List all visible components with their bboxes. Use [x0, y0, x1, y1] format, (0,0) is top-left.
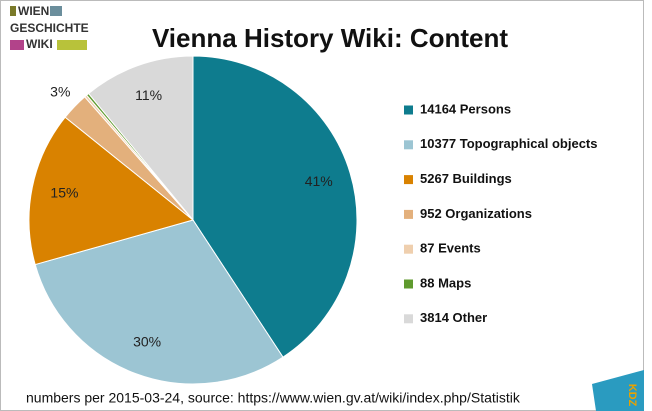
- legend-swatch: [404, 244, 413, 254]
- logo-block: [10, 40, 24, 50]
- legend-label: 87 Events: [420, 241, 481, 256]
- pie-slice: [28, 116, 195, 266]
- legend-swatch: [404, 175, 413, 185]
- logo-text: GESCHICHTE: [10, 21, 89, 35]
- chart-title: Vienna History Wiki: Content: [152, 23, 508, 53]
- data-label: 11%: [135, 87, 162, 103]
- logo-block: [50, 6, 62, 16]
- corner-logo-text: KDZ: [626, 384, 638, 407]
- data-label: 30%: [133, 334, 161, 350]
- logo-text: WIEN: [18, 4, 49, 18]
- footnote: numbers per 2015-03-24, source: https://…: [26, 390, 521, 406]
- legend-swatch: [404, 140, 413, 150]
- legend-swatch: [404, 314, 413, 324]
- legend-label: 952 Organizations: [420, 206, 532, 221]
- corner-logo: [592, 370, 644, 411]
- legend-swatch: [404, 209, 413, 219]
- data-label: 15%: [50, 185, 78, 201]
- data-label: 41%: [305, 173, 333, 189]
- pie-slice: [87, 55, 194, 222]
- legend-swatch: [404, 279, 413, 289]
- legend-swatch: [404, 105, 413, 115]
- legend-label: 3814 Other: [420, 310, 487, 325]
- pie-slice: [34, 219, 284, 385]
- logo-block: [10, 6, 16, 16]
- logo-text: WIKI: [26, 37, 53, 51]
- legend-label: 5267 Buildings: [420, 171, 512, 186]
- legend-label: 10377 Topographical objects: [420, 136, 597, 151]
- data-label: 3%: [50, 84, 70, 100]
- logo-block: [57, 40, 87, 50]
- legend-label: 88 Maps: [420, 275, 471, 290]
- legend-label: 14164 Persons: [420, 101, 511, 116]
